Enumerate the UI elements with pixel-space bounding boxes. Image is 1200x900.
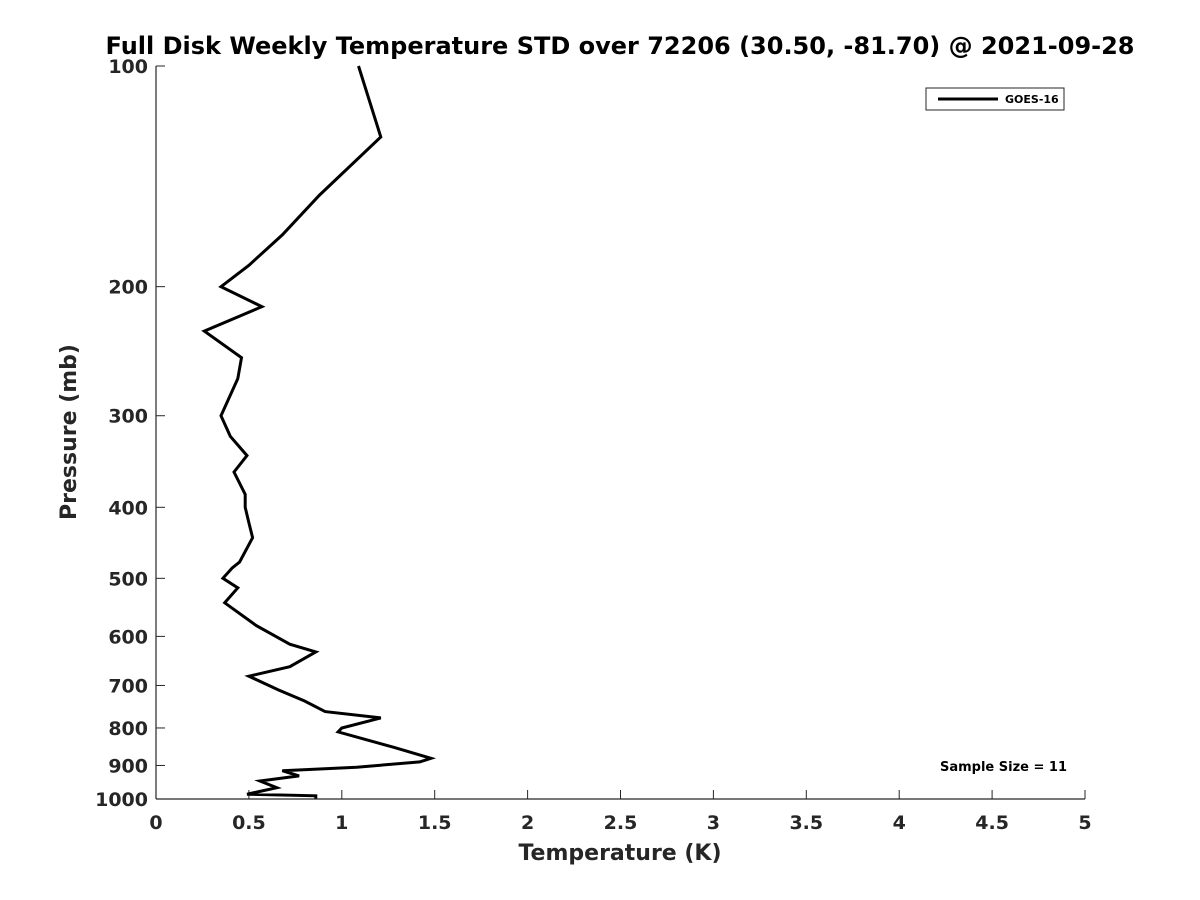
- y-tick-label: 600: [108, 626, 148, 648]
- plot-area: [156, 66, 1085, 799]
- y-tick-label: 700: [108, 675, 148, 697]
- x-tick-label: 3: [707, 812, 720, 834]
- x-tick-label: 1.5: [418, 812, 452, 834]
- y-tick-label: 200: [108, 277, 148, 299]
- x-tick-label: 2: [521, 812, 534, 834]
- y-tick-label: 100: [108, 56, 148, 78]
- x-tick-label: 0: [149, 812, 162, 834]
- x-axis-label: Temperature (K): [518, 841, 721, 866]
- x-tick-label: 4.5: [975, 812, 1009, 834]
- sample-size-note: Sample Size = 11: [940, 760, 1067, 775]
- x-axis-ticks: 0 0.5 1 1.5 2 2.5 3 3.5 4 4.5 5: [149, 790, 1092, 834]
- x-tick-label: 4: [893, 812, 906, 834]
- y-tick-label: 1000: [95, 789, 148, 811]
- y-tick-label: 300: [108, 406, 148, 428]
- x-tick-label: 3.5: [789, 812, 823, 834]
- y-tick-label: 400: [108, 497, 148, 519]
- legend: GOES-16: [925, 87, 1065, 111]
- y-tick-label: 800: [108, 718, 148, 740]
- y-tick-label: 900: [108, 755, 148, 777]
- y-tick-label: 500: [108, 568, 148, 590]
- x-tick-label: 5: [1078, 812, 1091, 834]
- x-tick-label: 2.5: [604, 812, 638, 834]
- series-line-goes-16: [201, 65, 437, 799]
- y-axis-ticks: 100 200 300 400 500 600 700 800 900 1000: [95, 56, 165, 811]
- x-tick-label: 0.5: [232, 812, 266, 834]
- series-layer: [201, 65, 437, 799]
- x-tick-label: 1: [335, 812, 348, 834]
- y-axis-label: Pressure (mb): [57, 344, 82, 520]
- legend-entry-goes-16: GOES-16: [1005, 93, 1059, 106]
- chart-title: Full Disk Weekly Temperature STD over 72…: [106, 32, 1135, 60]
